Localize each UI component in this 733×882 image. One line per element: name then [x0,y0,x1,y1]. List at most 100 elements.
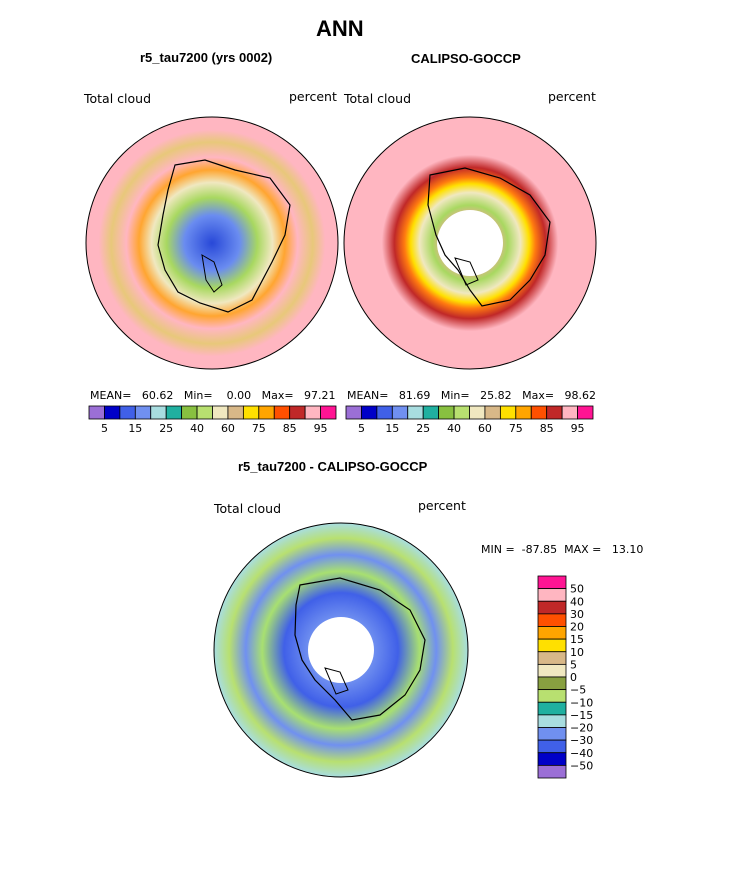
panel3-colorbar-tick-label: −20 [570,722,593,735]
panel3-colorbar-tick-label: 50 [570,583,584,596]
panel2-colorbar-swatch [361,405,378,420]
panel3-colorbar-tick-label: −50 [570,759,593,772]
panel2-colorbar-tick-label: 75 [509,422,523,435]
panel2-colorbar-swatch [546,405,563,420]
panel1-colorbar-swatch [196,405,213,420]
panel3-ross-sea-outline [324,667,349,695]
panel1-colorbar-swatch [134,405,152,420]
panel1-colorbar-swatch [181,405,198,420]
panel3-colorbar-swatch [537,600,567,615]
panel3-colorbar-swatch [537,638,567,653]
panel2-units-label: percent [548,89,596,104]
panel1-colorbar-tick-label: 5 [101,422,108,435]
panel1-colorbar-tick-label: 75 [252,422,266,435]
panel1-colorbar-swatch [104,405,121,420]
panel2-colorbar-swatch [453,405,470,420]
panel3-colorbar-tick-label: 20 [570,621,584,634]
panel2-map-border [343,116,597,370]
panel2-colorbar-swatch [345,405,362,420]
panel1-stats: MEAN= 60.62 Min= 0.00 Max= 97.21 [90,389,336,402]
panel1-colorbar-swatch [273,405,291,420]
panel1-colorbar-swatch [320,405,337,420]
panel3-colorbar-tick-label: −30 [570,734,593,747]
panel1-ross-sea-outline [201,254,223,293]
panel2-colorbar-swatch [407,405,424,420]
panel3-map [213,522,469,778]
panel1-colorbar-swatch [227,405,244,420]
panel3-title: r5_tau7200 - CALIPSO-GOCCP [238,459,428,474]
panel2-colorbar-swatch [376,405,393,420]
panel2-colorbar-swatch [515,405,532,420]
panel3-colorbar-swatch [537,739,567,754]
panel3-pole-hole [308,617,374,683]
panel3-colorbar-tick-label: −40 [570,747,593,760]
panel1-map-field [86,117,338,369]
panel3-colorbar-tick-label: 30 [570,608,584,621]
panel2-colorbar-swatch [561,405,578,420]
panel3-antarctica-outline [294,577,426,721]
panel2-colorbar-tick-label: 95 [571,422,585,435]
panel3-colorbar-swatch [537,651,567,665]
panel1-colorbar-swatch [119,405,136,420]
panel1-map [85,116,339,370]
panel3-colorbar-swatch [537,714,567,728]
panel1-colorbar-tick-label: 15 [128,422,142,435]
panel1-colorbar-tick-label: 60 [221,422,235,435]
panel1-colorbar-swatch [289,405,306,420]
panel3-map-border [213,522,469,778]
panel2-colorbar-tick-label: 40 [447,422,461,435]
panel3-colorbar-swatch [537,588,567,602]
panel1-field-label: Total cloud [84,91,152,106]
panel3-colorbar-swatch [537,575,567,590]
panel3-colorbar-swatch [537,727,567,741]
panel3-colorbar-tick-label: −5 [570,684,586,697]
panel3-colorbar-swatch [537,626,567,640]
figure-title: ANN [316,16,364,41]
panel3-colorbar-tick-label: 5 [570,658,577,671]
panel2-map [343,116,597,370]
panel1-colorbar-swatch [212,405,229,420]
panel3-colorbar-swatch [537,663,567,678]
panel3-colorbar-swatch [537,689,567,703]
panel2-colorbar-swatch [530,405,548,420]
panel3-colorbar-tick-label: −10 [570,696,593,709]
panel3-colorbar-swatch [537,764,567,779]
panel1-colorbar-tick-label: 40 [190,422,204,435]
panel2-colorbar-swatch [469,405,486,420]
panel1-colorbar-swatch [242,405,260,420]
panel3-colorbar-swatch [537,613,567,627]
panel3-stats: MIN = -87.85 MAX = 13.10 [481,543,644,556]
panel3-colorbar-tick-label: 0 [570,671,577,684]
panel1-colorbar-swatch [165,405,183,420]
panel3-colorbar-tick-label: 10 [570,646,584,659]
panel2-colorbar-swatch [422,405,440,420]
panel1-colorbar-tick-label: 95 [314,422,328,435]
panel3-units-label: percent [418,498,466,513]
panel1-colorbar-swatch [150,405,167,420]
panel1-colorbar-swatch [88,405,105,420]
panel2-colorbar-tick-label: 5 [358,422,365,435]
panel3-colorbar-tick-label: 15 [570,633,584,646]
panel2-field-label: Total cloud [344,91,412,106]
panel2-colorbar-swatch [391,405,409,420]
panel2-ross-sea-outline [454,257,479,286]
panel1-colorbar-swatch [258,405,275,420]
panel3-colorbar-swatch [537,752,567,766]
panel1-colorbar: 5 15 25 40 60 75 85 95 [88,405,337,435]
panel3-colorbar-swatch [537,701,567,716]
panel2-colorbar: 5 15 25 40 60 75 85 95 [345,405,594,435]
panel2-pole-hole [437,210,503,276]
panel1-colorbar-swatch [304,405,321,420]
panel3-colorbar-swatch [537,676,567,691]
panel1-colorbar-tick-label: 25 [159,422,173,435]
panel2-colorbar-tick-label: 85 [540,422,554,435]
panel2-antarctica-outline [427,167,551,307]
panel2-title: CALIPSO-GOCCP [411,51,521,66]
panel1-antarctica-outline [157,159,291,313]
panel2-stats: MEAN= 81.69 Min= 25.82 Max= 98.62 [347,389,597,402]
panel2-colorbar-tick-label: 60 [478,422,492,435]
panel1-units-label: percent [289,89,337,104]
panel1-title: r5_tau7200 (yrs 0002) [140,50,273,65]
